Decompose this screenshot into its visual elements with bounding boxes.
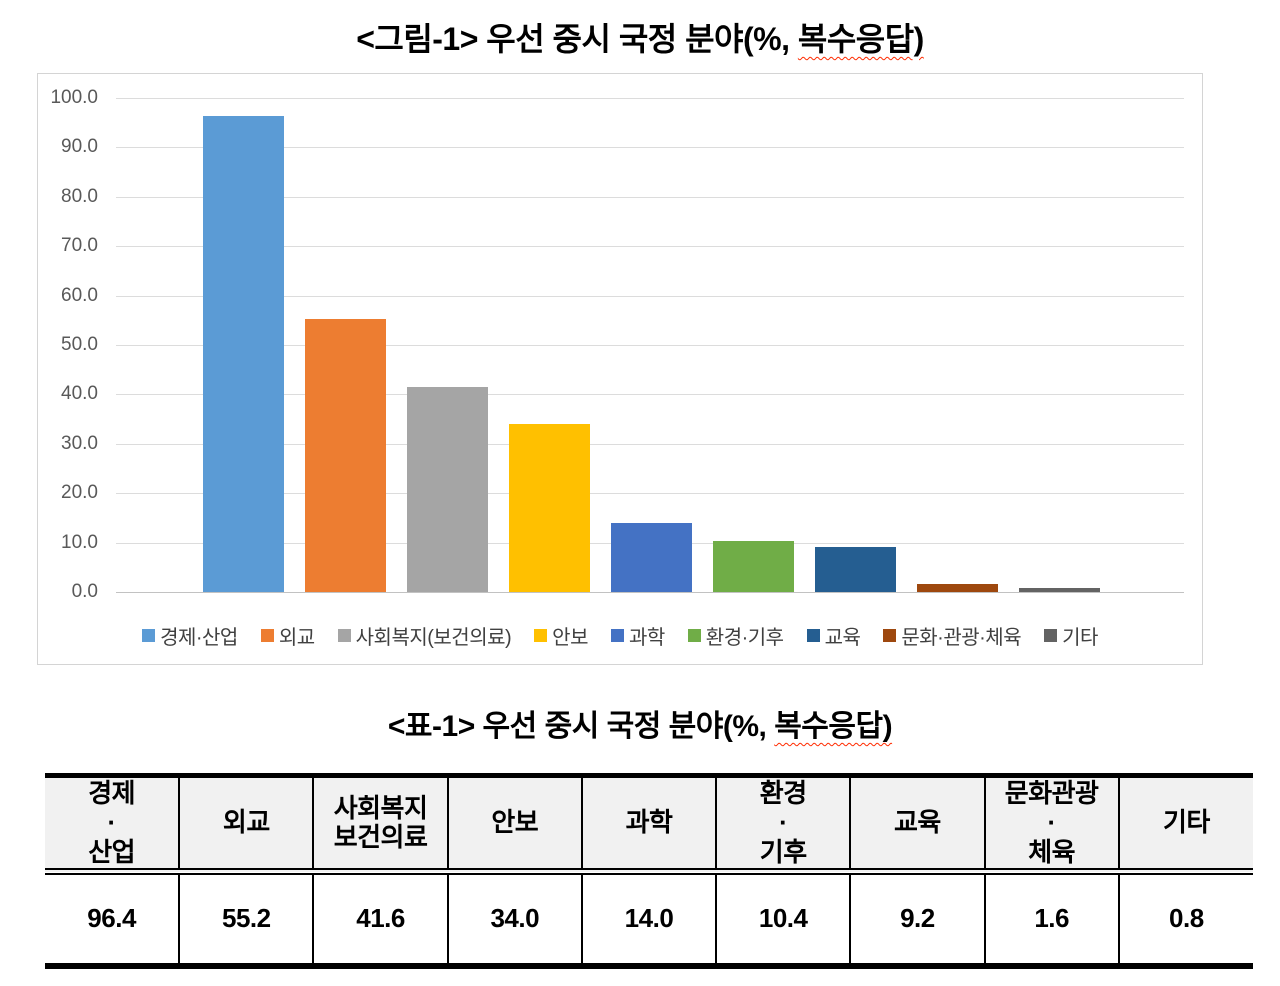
figure-title-spellcheck-underlined: 복수응답) <box>797 21 924 57</box>
gridline <box>116 394 1184 396</box>
legend-label: 경제·산업 <box>160 626 238 649</box>
chart-bar-0 <box>202 115 284 592</box>
legend-item: 과학 <box>610 621 665 650</box>
plot-area <box>116 98 1184 593</box>
bar-slot <box>804 98 906 592</box>
table-title: <표-1> 우선 중시 국정 분야(%, 복수응답) <box>0 701 1280 745</box>
figure-title-text: <그림-1> 우선 중시 국정 분야(%, <box>356 21 798 57</box>
table-value-cell: 96.4 <box>45 871 181 966</box>
bar-slot <box>906 98 1008 592</box>
table-header-cell: 과학 <box>580 775 718 875</box>
chart-bar-2 <box>406 386 488 592</box>
legend-color-swatch <box>1044 628 1058 642</box>
legend-color-swatch <box>687 628 701 642</box>
y-axis-tick-label: 10.0 <box>61 531 98 553</box>
legend-item: 외교 <box>260 621 315 650</box>
table-value-cell: 41.6 <box>312 871 449 966</box>
legend-label: 기타 <box>1062 626 1098 649</box>
data-table: 경제 · 산업 외교 사회복지 보건의료 안보 과학 환경 · 기후 교육 문화관광 · 체육… <box>45 773 1253 969</box>
gridline <box>116 147 1184 149</box>
table-header-cell: 안보 <box>446 775 583 875</box>
legend-label: 사회복지(보건의료) <box>355 626 512 649</box>
table-header-cell: 기타 <box>1117 775 1253 875</box>
y-axis-tick-label: 30.0 <box>61 432 98 454</box>
x-axis-baseline <box>116 592 1184 593</box>
chart-bar-3 <box>508 424 590 592</box>
legend-color-swatch <box>142 628 156 642</box>
gridline <box>116 295 1184 297</box>
chart-bar-4 <box>610 522 692 592</box>
table-value-cell: 0.8 <box>1117 871 1253 966</box>
legend-label: 외교 <box>278 626 315 649</box>
table-value-cell: 55.2 <box>178 871 315 966</box>
figure-title: <그림-1> 우선 중시 국정 분야(%, 복수응답) <box>0 14 1280 60</box>
chart-bar-7 <box>916 584 998 592</box>
bars-container <box>192 98 1110 592</box>
legend-item: 기타 <box>1044 621 1098 650</box>
table-header-cell: 교육 <box>849 775 986 875</box>
bar-chart: 100.0 90.0 80.0 70.0 60.0 50.0 40.0 30.0 20.0 10.… <box>37 73 1203 665</box>
y-axis-tick-label: 20.0 <box>61 482 98 504</box>
legend-label: 환경·기후 <box>705 626 784 649</box>
legend-item: 환경·기후 <box>687 621 784 650</box>
table-header-cell: 사회복지 보건의료 <box>312 775 449 875</box>
legend-color-swatch <box>260 628 274 642</box>
gridline <box>116 246 1184 248</box>
legend-label: 과학 <box>628 626 665 649</box>
table-header-cell: 외교 <box>178 775 315 875</box>
bar-slot <box>294 98 396 592</box>
legend-item: 안보 <box>534 621 588 650</box>
legend-color-swatch <box>806 628 820 642</box>
y-axis-tick-label: 60.0 <box>61 284 98 306</box>
y-axis-tick-label: 80.0 <box>61 185 98 207</box>
y-axis-tick-label: 70.0 <box>61 235 98 257</box>
legend-label: 문화·관광·체육 <box>901 626 1022 649</box>
table-header-cell: 환경 · 기후 <box>715 775 852 875</box>
table-value-cell: 9.2 <box>849 871 986 966</box>
legend-color-swatch <box>883 628 897 642</box>
y-axis-tick-label: 100.0 <box>50 87 98 108</box>
legend-color-swatch <box>337 628 351 642</box>
legend-item: 교육 <box>806 621 861 650</box>
gridline <box>116 443 1184 445</box>
bar-slot <box>498 98 600 592</box>
y-axis-tick-label: 0.0 <box>71 581 98 602</box>
bar-slot <box>702 98 804 592</box>
bar-slot <box>1008 98 1110 592</box>
table-value-cell: 1.6 <box>983 871 1120 966</box>
table-header-cell: 경제 · 산업 <box>45 775 181 875</box>
chart-bar-6 <box>814 546 896 592</box>
y-axis-tick-label: 90.0 <box>61 136 98 158</box>
table-header-cell: 문화관광 · 체육 <box>983 775 1120 875</box>
table-header-row: 경제 · 산업 외교 사회복지 보건의료 안보 과학 환경 · 기후 교육 문화관광 · 체육… <box>45 775 1253 875</box>
bar-slot <box>600 98 702 592</box>
chart-bar-8 <box>1018 588 1100 592</box>
table-title-spellcheck-underlined: 복수응답) <box>774 710 893 743</box>
legend-color-swatch <box>610 628 624 642</box>
gridline <box>116 345 1184 346</box>
bar-slot <box>192 98 294 592</box>
chart-bar-1 <box>304 319 386 592</box>
table-value-row: 96.4 55.2 41.6 34.0 14.0 10.4 9.2 1.6 0.8 <box>45 871 1253 966</box>
y-axis-tick-label: 50.0 <box>61 334 98 355</box>
bar-slot <box>396 98 498 592</box>
table-title-text: <표-1> 우선 중시 국정 분야(%, <box>387 710 775 743</box>
table-value-cell: 10.4 <box>715 871 852 966</box>
legend-item: 문화·관광·체육 <box>883 621 1022 650</box>
y-axis-tick-label: 40.0 <box>61 383 98 405</box>
gridline <box>116 98 1184 99</box>
legend-item: 사회복지(보건의료) <box>337 621 512 650</box>
gridline <box>116 196 1184 198</box>
chart-bar-5 <box>712 540 794 592</box>
gridline <box>116 493 1184 495</box>
legend-item: 경제·산업 <box>142 621 238 650</box>
legend-label: 교육 <box>824 626 861 649</box>
legend-label: 안보 <box>552 626 588 649</box>
table-value-cell: 34.0 <box>446 871 583 966</box>
table-value-cell: 14.0 <box>580 871 718 966</box>
chart-legend: 경제·산업 외교 사회복지(보건의료) 안보 과학 환경·기후 교육 문화·관광·체육 기타 <box>38 621 1202 650</box>
legend-color-swatch <box>534 628 548 642</box>
